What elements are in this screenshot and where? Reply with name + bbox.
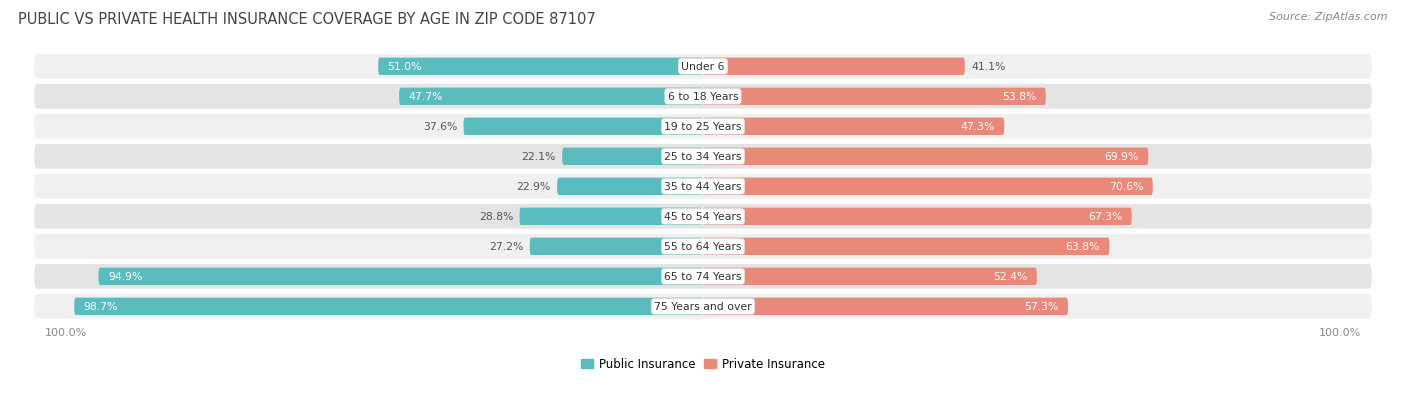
FancyBboxPatch shape [34, 115, 1372, 139]
Text: 70.6%: 70.6% [1109, 182, 1143, 192]
Text: 35 to 44 Years: 35 to 44 Years [664, 182, 742, 192]
Text: 52.4%: 52.4% [993, 272, 1028, 282]
Text: 69.9%: 69.9% [1104, 152, 1139, 162]
FancyBboxPatch shape [703, 88, 1046, 106]
FancyBboxPatch shape [703, 58, 965, 76]
Text: 41.1%: 41.1% [972, 62, 1005, 72]
Text: 37.6%: 37.6% [423, 122, 457, 132]
Text: PUBLIC VS PRIVATE HEALTH INSURANCE COVERAGE BY AGE IN ZIP CODE 87107: PUBLIC VS PRIVATE HEALTH INSURANCE COVER… [18, 12, 596, 27]
FancyBboxPatch shape [399, 88, 703, 106]
Text: 47.3%: 47.3% [960, 122, 995, 132]
FancyBboxPatch shape [703, 238, 1109, 255]
Text: 63.8%: 63.8% [1066, 242, 1099, 252]
Text: 25 to 34 Years: 25 to 34 Years [664, 152, 742, 162]
FancyBboxPatch shape [703, 298, 1069, 315]
Text: 53.8%: 53.8% [1002, 92, 1036, 102]
Text: 51.0%: 51.0% [388, 62, 422, 72]
FancyBboxPatch shape [98, 268, 703, 285]
FancyBboxPatch shape [562, 148, 703, 166]
Text: 65 to 74 Years: 65 to 74 Years [664, 272, 742, 282]
FancyBboxPatch shape [34, 175, 1372, 199]
Text: 22.9%: 22.9% [516, 182, 551, 192]
Text: 6 to 18 Years: 6 to 18 Years [668, 92, 738, 102]
FancyBboxPatch shape [530, 238, 703, 255]
FancyBboxPatch shape [703, 208, 1132, 225]
FancyBboxPatch shape [703, 178, 1153, 195]
FancyBboxPatch shape [75, 298, 703, 315]
FancyBboxPatch shape [464, 118, 703, 135]
FancyBboxPatch shape [557, 178, 703, 195]
Text: 67.3%: 67.3% [1088, 212, 1122, 222]
FancyBboxPatch shape [703, 148, 1149, 166]
Text: 27.2%: 27.2% [489, 242, 523, 252]
Text: 55 to 64 Years: 55 to 64 Years [664, 242, 742, 252]
Text: 94.9%: 94.9% [108, 272, 142, 282]
Text: 98.7%: 98.7% [84, 301, 118, 311]
FancyBboxPatch shape [34, 145, 1372, 169]
FancyBboxPatch shape [34, 294, 1372, 319]
Legend: Public Insurance, Private Insurance: Public Insurance, Private Insurance [576, 353, 830, 375]
FancyBboxPatch shape [34, 85, 1372, 109]
Text: Source: ZipAtlas.com: Source: ZipAtlas.com [1270, 12, 1388, 22]
Text: Under 6: Under 6 [682, 62, 724, 72]
Text: 75 Years and over: 75 Years and over [654, 301, 752, 311]
Text: 22.1%: 22.1% [522, 152, 555, 162]
FancyBboxPatch shape [520, 208, 703, 225]
FancyBboxPatch shape [34, 55, 1372, 79]
Text: 47.7%: 47.7% [409, 92, 443, 102]
Text: 28.8%: 28.8% [479, 212, 513, 222]
FancyBboxPatch shape [34, 204, 1372, 229]
Text: 57.3%: 57.3% [1024, 301, 1059, 311]
FancyBboxPatch shape [703, 268, 1036, 285]
FancyBboxPatch shape [34, 264, 1372, 289]
FancyBboxPatch shape [34, 235, 1372, 259]
Text: 19 to 25 Years: 19 to 25 Years [664, 122, 742, 132]
FancyBboxPatch shape [378, 58, 703, 76]
Text: 45 to 54 Years: 45 to 54 Years [664, 212, 742, 222]
FancyBboxPatch shape [703, 118, 1004, 135]
